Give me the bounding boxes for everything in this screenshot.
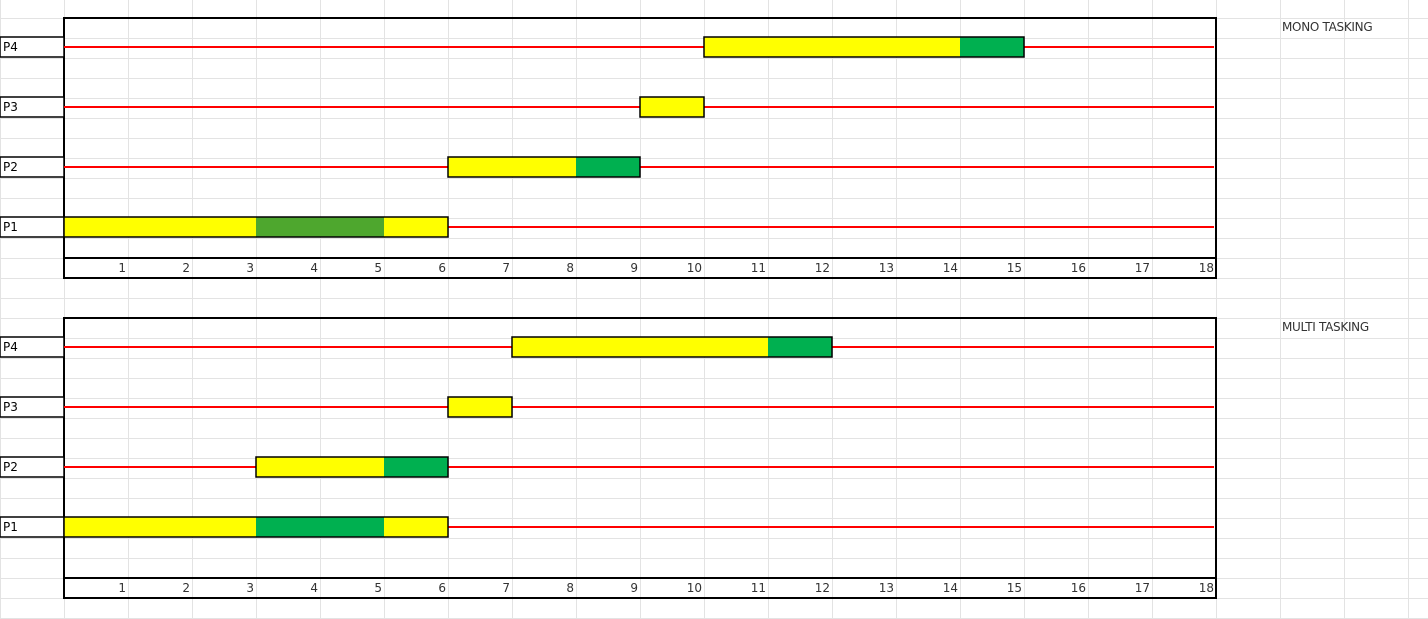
mono-tick-label-4: 4 bbox=[310, 261, 318, 275]
multi-tick-label-14: 14 bbox=[943, 581, 958, 595]
multi-bar-p4-segment-1 bbox=[512, 337, 768, 357]
multi-tick-label-18: 18 bbox=[1199, 581, 1214, 595]
multi-tick-label-1: 1 bbox=[118, 581, 126, 595]
multi-bar-p2-segment-2 bbox=[384, 457, 448, 477]
mono-row-label-p1: P1 bbox=[3, 220, 18, 234]
mono-tick-label-2: 2 bbox=[182, 261, 190, 275]
multi-tick-label-6: 6 bbox=[438, 581, 446, 595]
mono-bar-outline-p4 bbox=[703, 36, 1025, 58]
mono-tick-label-3: 3 bbox=[246, 261, 254, 275]
multi-tick-label-7: 7 bbox=[502, 581, 510, 595]
multi-bar-outline-p2 bbox=[255, 456, 449, 478]
multi-tick-label-3: 3 bbox=[246, 581, 254, 595]
multi-tasking-title: MULTI TASKING bbox=[1282, 320, 1369, 334]
mono-row-label-p2: P2 bbox=[3, 160, 18, 174]
multi-tick-label-2: 2 bbox=[182, 581, 190, 595]
mono-bar-p4-segment-2 bbox=[960, 37, 1024, 57]
mono-bar-p1-segment-2 bbox=[256, 217, 384, 237]
multi-tick-label-8: 8 bbox=[566, 581, 574, 595]
multi-bar-outline-p4 bbox=[511, 336, 833, 358]
mono-tick-label-18: 18 bbox=[1199, 261, 1214, 275]
mono-bar-p1-segment-3 bbox=[384, 217, 448, 237]
multi-tick-label-13: 13 bbox=[879, 581, 894, 595]
multi-bar-p1-segment-2 bbox=[256, 517, 384, 537]
multi-tick-label-5: 5 bbox=[374, 581, 382, 595]
multi-bar-outline-p1 bbox=[63, 516, 449, 538]
multi-plot-frame bbox=[63, 317, 1217, 599]
multi-bar-p2-segment-1 bbox=[256, 457, 384, 477]
multi-tick-label-11: 11 bbox=[751, 581, 766, 595]
multi-tick-label-12: 12 bbox=[815, 581, 830, 595]
mono-tick-label-7: 7 bbox=[502, 261, 510, 275]
multi-row-label-p4: P4 bbox=[3, 340, 18, 354]
multi-tick-label-9: 9 bbox=[630, 581, 638, 595]
mono-tick-label-9: 9 bbox=[630, 261, 638, 275]
mono-bar-p2-segment-1 bbox=[448, 157, 576, 177]
mono-bar-p1-segment-1 bbox=[64, 217, 256, 237]
multi-tick-label-16: 16 bbox=[1071, 581, 1086, 595]
mono-tick-label-13: 13 bbox=[879, 261, 894, 275]
multi-tick-label-10: 10 bbox=[687, 581, 702, 595]
mono-tick-label-12: 12 bbox=[815, 261, 830, 275]
multi-tick-label-15: 15 bbox=[1007, 581, 1022, 595]
mono-bar-p4-segment-1 bbox=[704, 37, 960, 57]
mono-bar-p2-segment-2 bbox=[576, 157, 640, 177]
mono-tick-label-16: 16 bbox=[1071, 261, 1086, 275]
mono-bar-outline-p1 bbox=[63, 216, 449, 238]
mono-tasking-title: MONO TASKING bbox=[1282, 20, 1373, 34]
mono-bar-p3-segment-1 bbox=[640, 97, 704, 117]
mono-tick-label-10: 10 bbox=[687, 261, 702, 275]
multi-row-label-p1: P1 bbox=[3, 520, 18, 534]
mono-bar-outline-p2 bbox=[447, 156, 641, 178]
multi-row-label-p3: P3 bbox=[3, 400, 18, 414]
mono-bar-outline-p3 bbox=[639, 96, 705, 118]
mono-plot-frame bbox=[63, 17, 1217, 279]
mono-tick-label-14: 14 bbox=[943, 261, 958, 275]
mono-tick-label-15: 15 bbox=[1007, 261, 1022, 275]
multi-tick-label-17: 17 bbox=[1135, 581, 1150, 595]
mono-tick-label-8: 8 bbox=[566, 261, 574, 275]
mono-tick-label-6: 6 bbox=[438, 261, 446, 275]
mono-tick-label-1: 1 bbox=[118, 261, 126, 275]
multi-bar-outline-p3 bbox=[447, 396, 513, 418]
mono-row-label-p4: P4 bbox=[3, 40, 18, 54]
mono-row-label-p3: P3 bbox=[3, 100, 18, 114]
multi-bar-p3-segment-1 bbox=[448, 397, 512, 417]
multi-tick-label-4: 4 bbox=[310, 581, 318, 595]
mono-tick-label-5: 5 bbox=[374, 261, 382, 275]
multi-bar-p1-segment-3 bbox=[384, 517, 448, 537]
multi-row-label-p2: P2 bbox=[3, 460, 18, 474]
mono-tick-label-11: 11 bbox=[751, 261, 766, 275]
multi-bar-p1-segment-1 bbox=[64, 517, 256, 537]
multi-bar-p4-segment-2 bbox=[768, 337, 832, 357]
mono-tick-label-17: 17 bbox=[1135, 261, 1150, 275]
